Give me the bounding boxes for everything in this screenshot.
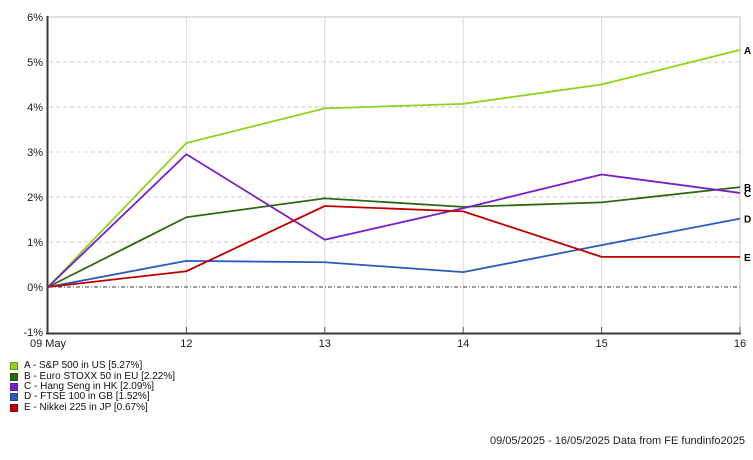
series-line-e	[47, 205, 740, 288]
y-axis-label: 5%	[27, 57, 43, 69]
series-end-label-c: C	[744, 189, 751, 200]
series-line-c	[47, 153, 741, 288]
legend-item-c: C - Hang Seng in HK [2.09%]	[10, 380, 175, 392]
legend-label-c: C - Hang Seng in HK [2.09%]	[24, 380, 155, 392]
legend-label-b: B - Euro STOXX 50 in EU [2.22%]	[24, 370, 175, 382]
y-axis-label: 6%	[27, 12, 43, 24]
series-line-d	[47, 217, 741, 288]
x-axis-label: 09 May	[30, 338, 67, 350]
y-axis-label: 4%	[27, 102, 43, 114]
legend-label-e: E - Nikkei 225 in JP [0.67%]	[24, 401, 148, 413]
y-axis-label: 1%	[27, 237, 43, 249]
legend-label-d: D - FTSE 100 in GB [1.52%]	[24, 391, 150, 403]
series-end-label-e: E	[744, 253, 751, 264]
legend-item-b: B - Euro STOXX 50 in EU [2.22%]	[10, 371, 175, 381]
legend-item-d: D - FTSE 100 in GB [1.52%]	[10, 392, 175, 402]
x-axis-label: 16	[734, 338, 746, 350]
performance-line-chart: A BC D E 6% 5% 4% 3% 2% 1% 0% -1%09 May 12 13 14 15 16	[23, 12, 751, 350]
y-axis-label: 3%	[27, 147, 43, 159]
series-line-b	[47, 186, 741, 288]
legend-swatch-b	[10, 372, 18, 381]
series-end-label-b: B	[744, 183, 751, 194]
legend-item-a: A - S&P 500 in US [5.27%]	[10, 361, 175, 371]
series-end-label-d: D	[744, 215, 751, 226]
legend-item-e: E - Nikkei 225 in JP [0.67%]	[10, 401, 175, 413]
legend-swatch-d	[10, 393, 18, 402]
chart-legend: A - S&P 500 in US [5.27%] B - Euro STOXX…	[10, 361, 175, 413]
legend-swatch-e	[10, 403, 18, 412]
footer-caption: 09/05/2025 - 16/05/2025 Data from FE fun…	[489, 435, 745, 447]
legend-label-a: A - S&P 500 in US [5.27%]	[24, 360, 143, 372]
legend-swatch-a	[10, 362, 18, 371]
y-axis-label: 0%	[27, 282, 43, 294]
series-end-label-a: A	[744, 46, 751, 57]
x-axis-label: 14	[457, 338, 469, 350]
series-line-a	[47, 48, 741, 288]
x-axis-label: 13	[319, 338, 331, 350]
legend-swatch-c	[10, 382, 18, 391]
x-axis-label: 12	[180, 338, 192, 350]
y-axis-label: -1%	[23, 327, 43, 339]
x-axis-label: 15	[595, 338, 607, 350]
y-axis-label: 2%	[27, 192, 43, 204]
